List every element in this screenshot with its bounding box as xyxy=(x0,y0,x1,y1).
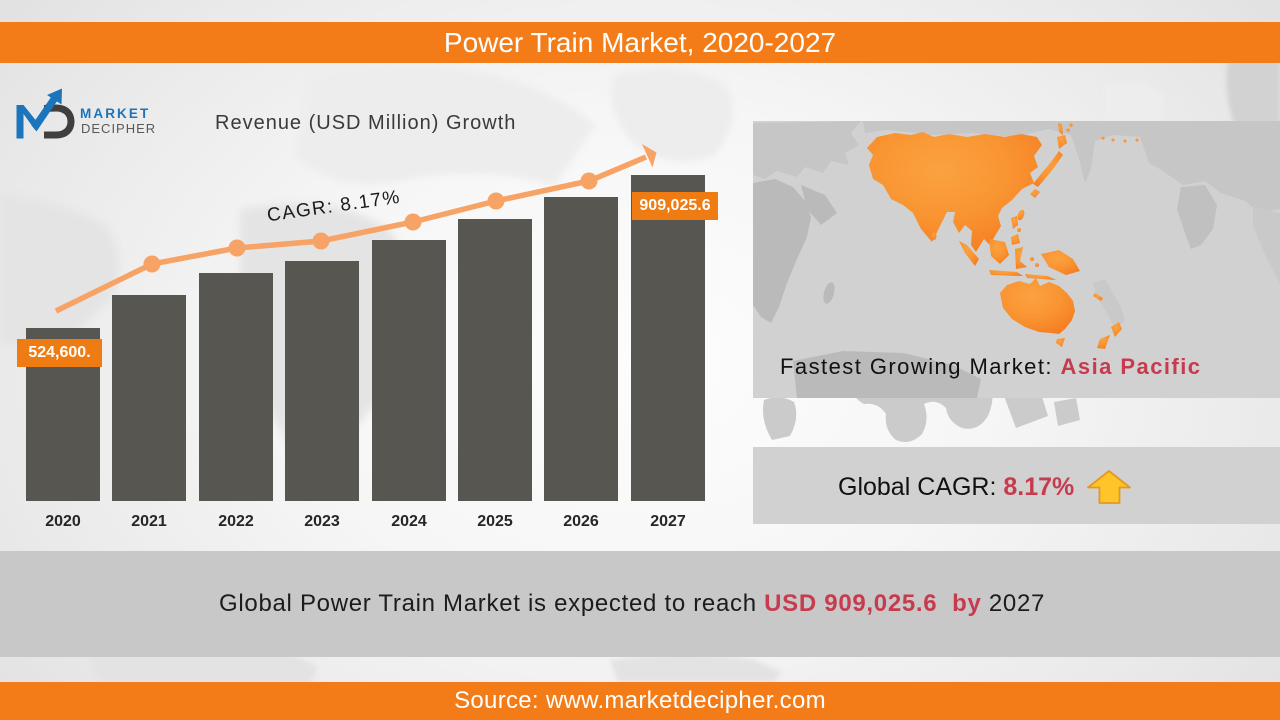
svg-text:DECIPHER: DECIPHER xyxy=(81,121,156,136)
svg-text:MARKET: MARKET xyxy=(80,106,150,121)
